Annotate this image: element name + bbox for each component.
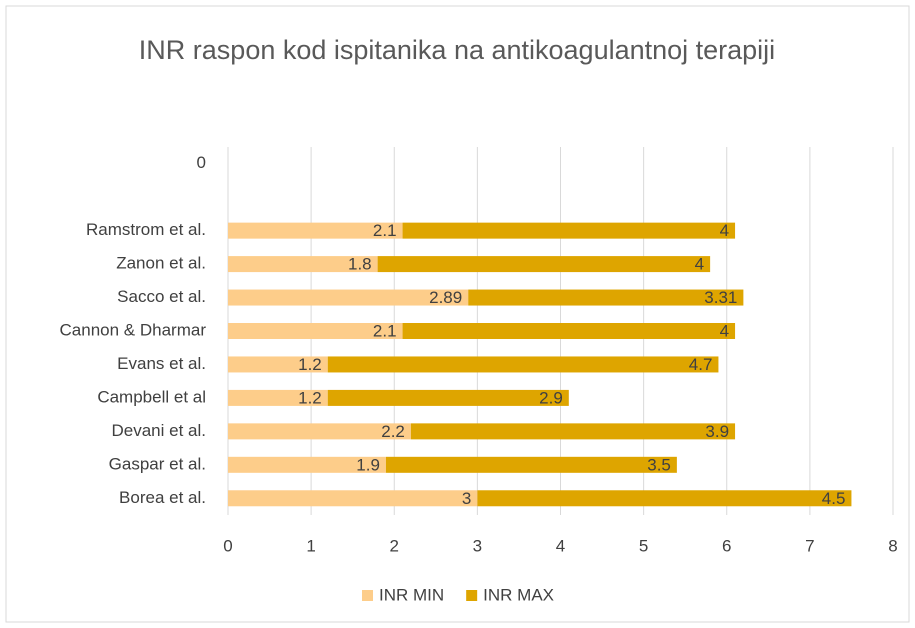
bar-segment	[327, 389, 569, 406]
data-label: 2.89	[429, 288, 462, 307]
x-tick-label: 1	[306, 536, 315, 555]
data-label: 2.1	[373, 321, 397, 340]
legend-swatch	[466, 590, 478, 601]
x-tick-label: 2	[390, 536, 399, 555]
bar-segment	[410, 423, 736, 440]
y-tick-label: Evans et al.	[117, 354, 206, 373]
y-tick-label: Gaspar et al.	[109, 454, 206, 473]
x-tick-label: 0	[223, 536, 232, 555]
data-label: 4.7	[689, 355, 713, 374]
y-tick-label: 0	[197, 153, 206, 172]
bar-segment	[228, 456, 386, 473]
legend-swatch	[362, 590, 373, 601]
y-tick-label: Devani et al.	[112, 421, 207, 440]
bar-segment	[402, 323, 736, 339]
data-label: 3.31	[704, 288, 737, 307]
data-label: 3.5	[647, 455, 671, 474]
legend-label: INR MIN	[379, 585, 444, 604]
chart-border	[5, 5, 910, 623]
y-tick-label: Ramstrom et al.	[86, 220, 206, 239]
data-label: 2.9	[539, 388, 563, 407]
x-tick-label: 6	[722, 536, 731, 555]
data-label: 1.9	[356, 455, 380, 474]
bar-segment	[228, 222, 403, 239]
bar-segment	[228, 423, 411, 440]
bar-segment	[468, 289, 744, 306]
data-label: 3	[462, 489, 471, 508]
y-tick-label: Cannon & Dharmar	[60, 320, 207, 339]
y-tick-label: Zanon et al.	[116, 254, 206, 273]
data-label: 4	[720, 321, 729, 340]
bar-segment	[228, 256, 378, 273]
bar-segment	[228, 389, 328, 406]
data-label: 4	[695, 255, 704, 274]
bar-segment	[385, 456, 677, 473]
bar-segment	[477, 490, 852, 507]
chart-title: INR raspon kod ispitanika na antikoagula…	[138, 35, 776, 65]
bar-segment	[228, 323, 403, 339]
data-label: 1.8	[348, 255, 372, 274]
bar-segment	[377, 256, 711, 273]
bar-segment	[327, 356, 719, 373]
bar-segment	[228, 356, 328, 373]
bar-segment	[402, 222, 736, 239]
bar-segment	[228, 289, 469, 306]
x-tick-label: 5	[639, 536, 648, 555]
x-tick-label: 8	[888, 536, 897, 555]
x-tick-label: 7	[805, 536, 814, 555]
data-label: 4.5	[822, 489, 846, 508]
x-tick-label: 4	[556, 536, 565, 555]
data-label: 1.2	[298, 388, 322, 407]
data-label: 2.2	[381, 422, 405, 441]
bar-segment	[228, 490, 478, 507]
y-tick-label: Borea et al.	[119, 488, 206, 507]
y-tick-label: Campbell et al	[97, 387, 206, 406]
data-label: 1.2	[298, 355, 322, 374]
data-label: 4	[720, 221, 729, 240]
data-label: 2.1	[373, 221, 397, 240]
y-tick-label: Sacco et al.	[117, 287, 206, 306]
x-tick-label: 3	[473, 536, 482, 555]
data-label: 3.9	[705, 422, 729, 441]
legend-label: INR MAX	[483, 585, 554, 604]
